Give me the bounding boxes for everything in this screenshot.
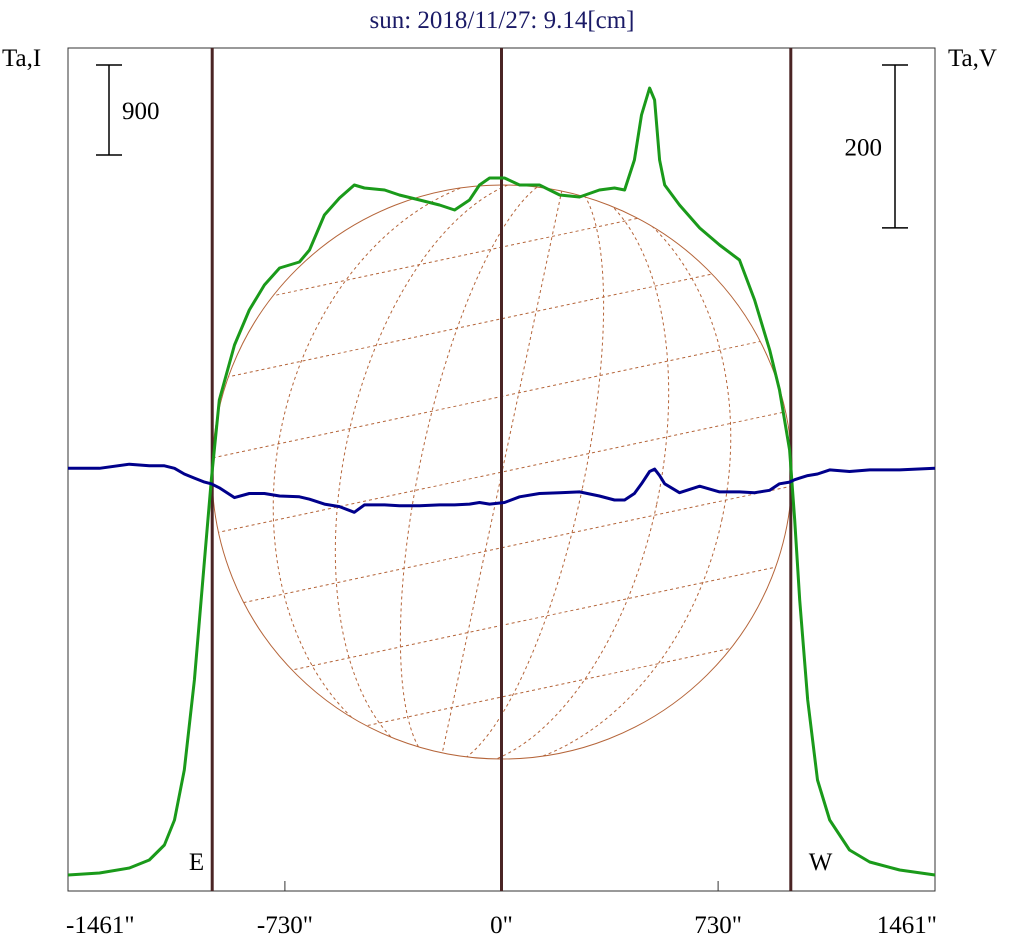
scale-bar-label: 200 xyxy=(845,134,883,161)
y-axis-label: Ta,I xyxy=(2,45,41,72)
y2-axis-label: Ta,V xyxy=(948,45,997,72)
scale-bar-label: 900 xyxy=(122,98,160,125)
series-line xyxy=(67,86,936,877)
x-tick-label: 0" xyxy=(490,912,513,939)
x-tick-label: 730" xyxy=(694,912,742,939)
series-line xyxy=(68,462,936,514)
limb-label: E xyxy=(189,849,204,876)
x-tick-label: -730" xyxy=(257,912,313,939)
x-tick-label: 1461" xyxy=(877,912,937,939)
limb-label: W xyxy=(809,849,833,876)
chart-title: sun: 2018/11/27: 9.14[cm] xyxy=(369,7,634,34)
solar-disk xyxy=(211,184,793,760)
x-tick-label: -1461" xyxy=(66,912,135,939)
